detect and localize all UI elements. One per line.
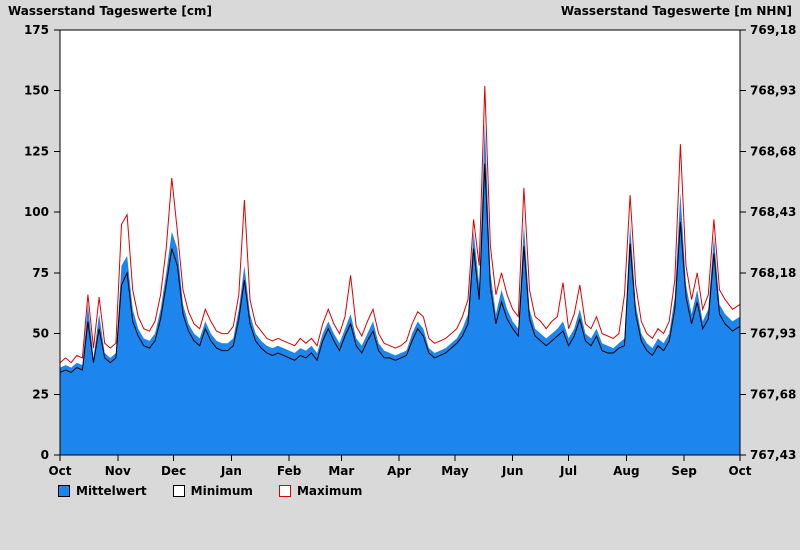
legend-label-minimum: Minimum	[190, 484, 253, 498]
y-right-tick-label: 767,93	[750, 327, 796, 341]
legend-item-maximum: Maximum	[278, 484, 363, 498]
right-axis-title: Wasserstand Tageswerte [m NHN]	[560, 4, 792, 18]
y-left-tick-label: 0	[41, 448, 49, 462]
x-tick-label: Jan	[220, 464, 242, 478]
y-left-tick-label: 50	[32, 327, 49, 341]
chart-area-mittelwert	[60, 122, 740, 456]
x-tick-label: May	[441, 464, 469, 478]
x-tick-label: Dec	[161, 464, 186, 478]
y-right-tick-label: 767,43	[750, 448, 796, 462]
y-left-tick-label: 25	[32, 387, 49, 401]
plot-frame	[59, 29, 741, 456]
x-tick-label: Apr	[387, 464, 411, 478]
chart-line-minimum	[59, 163, 741, 373]
y-right-tick-label: 768,18	[750, 266, 796, 280]
left-axis-title: Wasserstand Tageswerte [cm]	[8, 4, 212, 18]
y-right-tick-label: 769,18	[750, 23, 796, 37]
y-right-tick-label: 768,43	[750, 205, 796, 219]
legend-item-minimum: Minimum	[172, 484, 253, 498]
y-right-tick-label: 767,68	[750, 387, 796, 401]
x-tick-label: Jul	[559, 464, 577, 478]
x-tick-label: Oct	[48, 464, 71, 478]
legend: Mittelwert Minimum Maximum	[58, 484, 362, 498]
minimum-swatch-icon	[172, 485, 185, 497]
legend-label-maximum: Maximum	[296, 484, 363, 498]
chart-line-maximum	[59, 85, 741, 364]
legend-label-mittelwert: Mittelwert	[76, 484, 147, 498]
x-tick-label: Sep	[671, 464, 697, 478]
y-left-tick-label: 175	[24, 23, 49, 37]
x-tick-label: Aug	[613, 464, 639, 478]
y-left-tick-label: 100	[24, 205, 49, 219]
legend-item-mittelwert: Mittelwert	[58, 484, 147, 498]
x-tick-label: Oct	[728, 464, 751, 478]
x-tick-label: Nov	[105, 464, 131, 478]
y-right-tick-label: 768,93	[750, 84, 796, 98]
mittelwert-swatch-icon	[58, 485, 70, 497]
maximum-swatch-icon	[278, 485, 291, 497]
x-tick-label: Jun	[501, 464, 524, 478]
x-tick-label: Mar	[328, 464, 354, 478]
y-left-tick-label: 75	[32, 266, 49, 280]
x-tick-label: Feb	[277, 464, 302, 478]
y-left-tick-label: 150	[24, 84, 49, 98]
y-right-tick-label: 768,68	[750, 144, 796, 158]
y-left-tick-label: 125	[24, 144, 49, 158]
